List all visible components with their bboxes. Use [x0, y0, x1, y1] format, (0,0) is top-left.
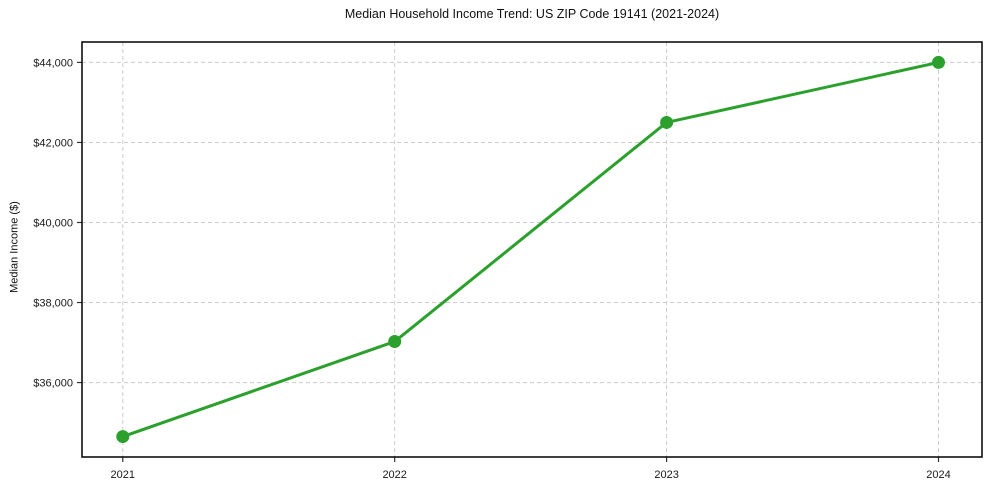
plot-border	[81, 41, 983, 458]
x-tick-label: 2021	[111, 469, 135, 481]
data-point-marker	[116, 430, 130, 444]
x-tick-label: 2023	[654, 469, 678, 481]
y-tick-label: $44,000	[33, 57, 73, 69]
x-tick-label: 2024	[926, 469, 950, 481]
y-tick-label: $40,000	[33, 217, 73, 229]
data-point-marker	[660, 115, 674, 129]
y-tick-label: $38,000	[33, 298, 73, 310]
data-point-marker	[388, 335, 402, 349]
data-point-marker	[931, 55, 945, 69]
x-tick-label: 2022	[382, 469, 406, 481]
y-tick-label: $36,000	[33, 378, 73, 390]
y-tick-label: $42,000	[33, 137, 73, 149]
chart-title: Median Household Income Trend: US ZIP Co…	[344, 7, 720, 21]
income-trend-line	[121, 60, 940, 439]
